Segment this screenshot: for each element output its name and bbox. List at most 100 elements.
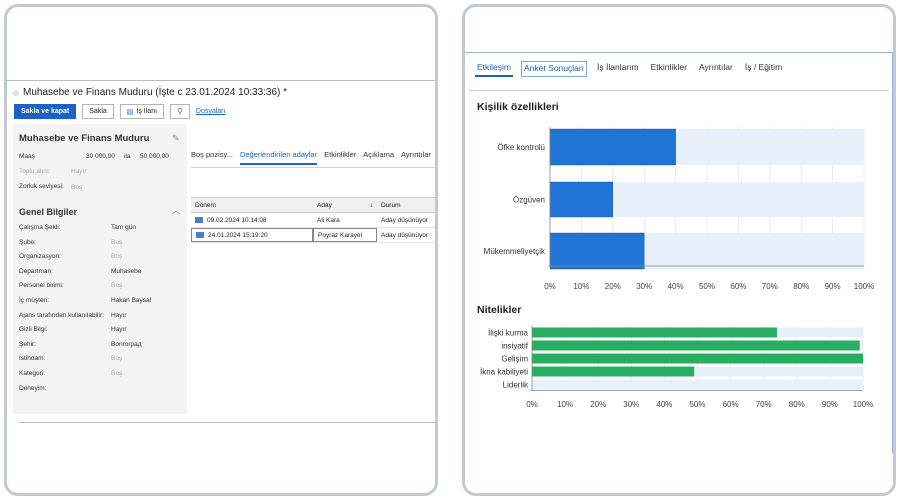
category-label: Mükemmeliyetçik bbox=[484, 247, 546, 256]
tab-1[interactable]: Değerlendirilen adaylar bbox=[239, 150, 318, 165]
x-tick-label: 0% bbox=[526, 400, 538, 409]
grid-body: 09.02.2024 10:14:08 Ali Kara Aday düşünüyo… bbox=[191, 213, 435, 243]
column-header-date[interactable]: Dönem bbox=[195, 201, 216, 209]
difficulty-label: Zorluk seviyesi: bbox=[19, 183, 64, 190]
bulk-hire-label: Toplu alım: bbox=[19, 168, 51, 175]
tab-4[interactable]: Ayrıntılar bbox=[401, 150, 431, 159]
bar-track bbox=[532, 379, 863, 390]
tab-5[interactable]: İş / Eğitim bbox=[744, 62, 783, 72]
profile-tabs: Etkileşim Anket Sonuçları İş İlanlarım Etki… bbox=[475, 61, 784, 77]
status-cell: Aday düşünüyor bbox=[381, 216, 428, 224]
field-label: İç müşteri: bbox=[19, 297, 49, 304]
field-label: Organizasyon: bbox=[19, 253, 61, 261]
bar bbox=[532, 327, 777, 338]
category-label: insiyatif bbox=[501, 342, 528, 351]
tab-2[interactable]: İş İlanlarım bbox=[597, 62, 639, 72]
x-tick-label: 100% bbox=[854, 282, 874, 291]
field-value[interactable]: Hayır bbox=[111, 311, 127, 319]
field-label: Personel birimi: bbox=[19, 282, 64, 290]
survey-charts: Kişilik özellikleri 0% 10% 20% 30% 40% 50% 60% 7… bbox=[477, 101, 874, 409]
bar bbox=[549, 181, 613, 218]
tab-3[interactable]: Açıklama bbox=[363, 150, 395, 159]
date-cell: 24.01.2024 15:19:20 bbox=[191, 228, 313, 242]
salary-separator: ila bbox=[124, 153, 131, 160]
salary-from: 30 000,00 bbox=[86, 153, 115, 160]
calendar-icon bbox=[195, 217, 203, 223]
salary-to: 50 000,00 bbox=[140, 153, 169, 160]
chevron-up-icon[interactable]: ︿ bbox=[172, 206, 180, 215]
candidate-cell[interactable]: Poyraz Karayel bbox=[313, 228, 377, 242]
x-tick-label: 20% bbox=[590, 400, 606, 409]
table-row[interactable]: 24.01.2024 15:19:20 Poyraz Karayel Aday dü… bbox=[191, 228, 435, 243]
field-label: Gizli Bilgi: bbox=[19, 326, 48, 334]
save-button[interactable]: Sakla bbox=[82, 104, 114, 119]
date-text: 09.02.2024 10:14:08 bbox=[207, 216, 267, 224]
category-label: Öfke kontrolü bbox=[497, 143, 545, 152]
x-tick-label: 30% bbox=[636, 282, 652, 291]
job-posting-label: İş İlanı bbox=[136, 108, 158, 115]
x-tick-label: 0% bbox=[544, 282, 556, 291]
field-label: Şube: bbox=[19, 238, 36, 246]
tab-3[interactable]: Etkinlikler bbox=[650, 62, 687, 72]
x-tick-label: 20% bbox=[605, 282, 621, 291]
field-label: Kategori: bbox=[19, 370, 46, 377]
x-tick-label: 30% bbox=[623, 400, 639, 409]
x-tick-label: 40% bbox=[656, 400, 672, 409]
window-right-divider bbox=[892, 52, 893, 453]
candidates-grid: Dönem Aday ↓ Durum 09.02.2024 10:14:08 Al… bbox=[191, 197, 435, 243]
x-tick-label: 80% bbox=[793, 282, 809, 291]
field-value[interactable]: Boş bbox=[111, 282, 123, 290]
bar bbox=[532, 340, 860, 351]
column-header-candidate[interactable]: Aday ↓ bbox=[313, 198, 377, 212]
category-label: Özgüven bbox=[513, 196, 545, 205]
tab-0[interactable]: Etkileşim bbox=[475, 61, 514, 77]
tab-1[interactable]: Anket Sonuçları bbox=[521, 61, 588, 77]
category-label: Gelişim bbox=[501, 355, 528, 364]
tab-2[interactable]: Etkinlikler bbox=[324, 150, 357, 159]
field-label: Şehir: bbox=[19, 340, 36, 348]
category-label: İlişki kurma bbox=[488, 329, 529, 338]
chart-title: Nitelikler bbox=[477, 304, 521, 316]
chart-title: Kişilik özellikleri bbox=[477, 101, 559, 113]
save-and-close-button[interactable]: Sakla ve kapat bbox=[14, 104, 77, 119]
date-text: 24.01.2024 15:19:20 bbox=[208, 231, 268, 239]
x-tick-label: 70% bbox=[762, 282, 778, 291]
x-tick-label: 80% bbox=[789, 400, 805, 409]
bar bbox=[532, 353, 863, 364]
field-value[interactable]: Boş bbox=[111, 370, 123, 377]
field-value[interactable]: Hayır bbox=[111, 326, 127, 334]
field-label: Departman: bbox=[19, 267, 53, 275]
attach-button[interactable]: ⚲ bbox=[170, 104, 190, 119]
x-tick-label: 50% bbox=[689, 400, 705, 409]
edit-pencil-icon[interactable]: ✎ bbox=[172, 133, 180, 143]
position-form: Muhasebe ve Finans Muduru ✎ Maaş 30 000,… bbox=[13, 124, 187, 414]
field-label: İstihdam: bbox=[19, 355, 46, 363]
field-label: Çalışma Şekli: bbox=[19, 224, 61, 231]
table-row[interactable]: 09.02.2024 10:14:08 Ali Kara Aday düşünüyo… bbox=[191, 213, 435, 228]
calendar-icon bbox=[196, 232, 204, 238]
record-tabs: Boş pozisy... Değerlendirilen adaylar Etki… bbox=[191, 150, 431, 165]
bulk-hire-value: Hayır bbox=[71, 168, 87, 175]
field-value[interactable]: Boş bbox=[111, 253, 123, 261]
tab-4[interactable]: Ayrıntılar bbox=[698, 62, 733, 72]
favorite-icon[interactable] bbox=[13, 89, 19, 96]
field-value[interactable]: Bonrorpaд bbox=[111, 340, 142, 348]
x-tick-label: 50% bbox=[699, 282, 715, 291]
field-value[interactable]: Boş bbox=[111, 238, 123, 246]
column-header-status[interactable]: Durum bbox=[381, 201, 401, 209]
window-top-divider bbox=[7, 80, 435, 81]
field-value[interactable]: Tam gün bbox=[111, 224, 136, 231]
x-tick-label: 60% bbox=[730, 282, 746, 291]
files-link[interactable]: Dosyaları bbox=[195, 108, 226, 115]
job-posting-button[interactable]: ▤ İş İlanı bbox=[119, 104, 165, 119]
bar bbox=[532, 366, 695, 377]
salary-label: Maaş bbox=[19, 153, 35, 160]
bar-track bbox=[532, 366, 863, 377]
tab-0[interactable]: Boş pozisy... bbox=[191, 150, 233, 159]
record-title-row: Muhasebe ve Finans Muduru (İşte c 23.01.… bbox=[13, 87, 287, 98]
field-value[interactable]: Boş bbox=[111, 355, 123, 363]
field-value[interactable]: Muhasebe bbox=[111, 267, 142, 275]
general-info-heading: Genel Bilgiler bbox=[19, 207, 78, 217]
candidate-cell[interactable]: Ali Kara bbox=[317, 216, 340, 224]
field-value[interactable]: Hakan Baysal bbox=[111, 297, 152, 304]
